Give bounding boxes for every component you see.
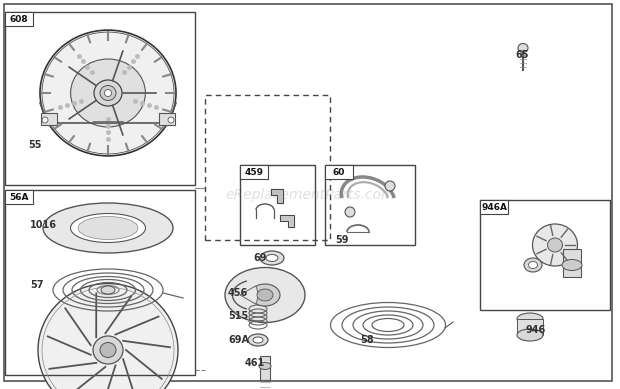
Text: 946: 946 [525, 325, 545, 335]
Bar [5, 190, 33, 204]
Ellipse shape [225, 268, 305, 322]
Text: eReplacementParts.com: eReplacementParts.com [225, 187, 395, 202]
Ellipse shape [71, 214, 146, 242]
Ellipse shape [100, 342, 116, 357]
Text: 60: 60 [333, 168, 345, 177]
Ellipse shape [40, 30, 176, 156]
Bar [563, 249, 581, 277]
Text: 1016: 1016 [30, 220, 57, 230]
Bar [5, 190, 195, 375]
Ellipse shape [517, 313, 543, 325]
Bar [240, 165, 268, 179]
Ellipse shape [562, 259, 582, 270]
Ellipse shape [260, 251, 284, 265]
Circle shape [345, 207, 355, 217]
Text: 57: 57 [30, 280, 43, 290]
Text: 55: 55 [28, 140, 42, 150]
Bar [205, 95, 330, 240]
Bar [480, 200, 610, 310]
Text: 456: 456 [228, 288, 248, 298]
Ellipse shape [94, 80, 122, 106]
Text: 946A: 946A [481, 203, 507, 212]
Ellipse shape [547, 238, 562, 252]
Ellipse shape [71, 59, 146, 127]
Bar [5, 12, 33, 26]
Ellipse shape [101, 286, 115, 294]
Ellipse shape [253, 337, 263, 343]
Ellipse shape [105, 89, 112, 96]
Ellipse shape [250, 284, 280, 306]
Ellipse shape [78, 217, 138, 240]
Ellipse shape [266, 254, 278, 261]
Ellipse shape [43, 203, 173, 253]
Ellipse shape [93, 336, 123, 364]
Wedge shape [240, 286, 258, 304]
Bar [517, 319, 543, 335]
Ellipse shape [518, 44, 528, 53]
Text: 58: 58 [360, 335, 374, 345]
Bar [480, 200, 508, 214]
Polygon shape [280, 215, 294, 227]
Ellipse shape [517, 329, 543, 341]
Text: 608: 608 [10, 14, 29, 23]
Ellipse shape [524, 258, 542, 272]
Ellipse shape [248, 334, 268, 346]
Circle shape [42, 117, 48, 123]
Bar [240, 165, 315, 245]
Bar [5, 12, 195, 185]
Text: 65: 65 [515, 50, 528, 60]
Ellipse shape [528, 261, 538, 268]
Circle shape [168, 117, 174, 123]
Bar [260, 356, 270, 380]
Bar [325, 165, 415, 245]
Bar [325, 165, 353, 179]
Ellipse shape [533, 224, 577, 266]
Circle shape [385, 181, 395, 191]
Text: 56A: 56A [9, 193, 29, 202]
Ellipse shape [257, 289, 273, 301]
Bar [159, 113, 175, 125]
Bar [41, 113, 57, 125]
Text: 459: 459 [244, 168, 264, 177]
Polygon shape [271, 189, 283, 203]
Text: 515: 515 [228, 311, 248, 321]
Ellipse shape [100, 86, 116, 100]
Text: 461: 461 [245, 358, 265, 368]
Text: 69: 69 [253, 253, 267, 263]
Text: 69A: 69A [228, 335, 249, 345]
Text: 59: 59 [335, 235, 348, 245]
Ellipse shape [259, 363, 271, 370]
Ellipse shape [38, 284, 178, 389]
